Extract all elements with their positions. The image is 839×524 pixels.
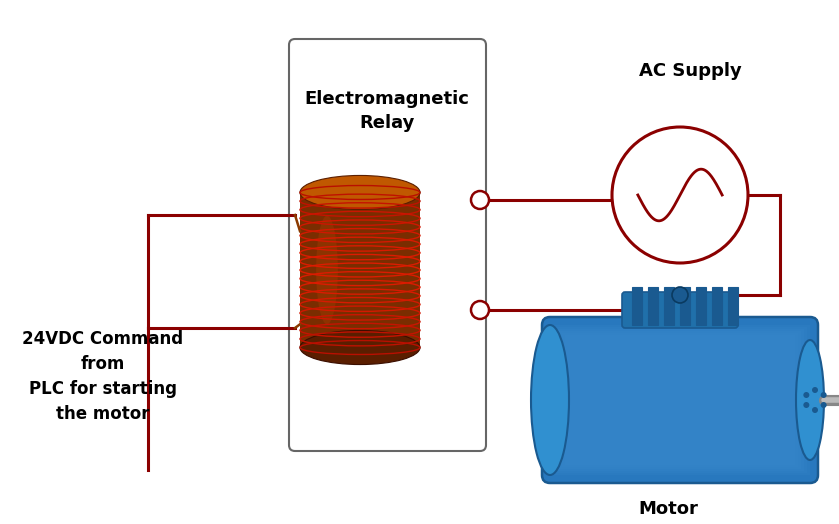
Bar (550, 325, 810, 475)
Text: Motor: Motor (638, 500, 698, 518)
Circle shape (471, 301, 489, 319)
Ellipse shape (316, 216, 338, 324)
Bar (556, 329, 804, 471)
Bar (562, 333, 798, 467)
Bar (571, 339, 789, 461)
Circle shape (812, 387, 818, 393)
Circle shape (821, 402, 826, 408)
Ellipse shape (300, 331, 420, 365)
Circle shape (471, 191, 489, 209)
Circle shape (672, 287, 688, 303)
Bar (696, 287, 706, 325)
Bar (648, 287, 658, 325)
Circle shape (821, 392, 826, 398)
Circle shape (612, 127, 748, 263)
Bar (300, 192, 420, 347)
FancyBboxPatch shape (622, 292, 738, 328)
Bar (559, 331, 801, 469)
Bar (728, 287, 738, 325)
Bar (568, 337, 792, 463)
Text: 24VDC Command
from
PLC for starting
the motor: 24VDC Command from PLC for starting the … (23, 330, 184, 423)
Ellipse shape (531, 325, 569, 475)
Ellipse shape (300, 176, 420, 210)
Bar (565, 335, 795, 465)
Circle shape (803, 402, 810, 408)
FancyBboxPatch shape (542, 317, 818, 483)
FancyBboxPatch shape (289, 39, 486, 451)
Bar (680, 287, 690, 325)
Circle shape (812, 407, 818, 413)
Bar (553, 327, 807, 473)
Text: Electromagnetic
Relay: Electromagnetic Relay (305, 90, 470, 132)
Bar (632, 287, 642, 325)
Text: AC Supply: AC Supply (638, 62, 742, 80)
Bar (712, 287, 722, 325)
Bar (664, 287, 674, 325)
Circle shape (803, 392, 810, 398)
Ellipse shape (796, 340, 824, 460)
